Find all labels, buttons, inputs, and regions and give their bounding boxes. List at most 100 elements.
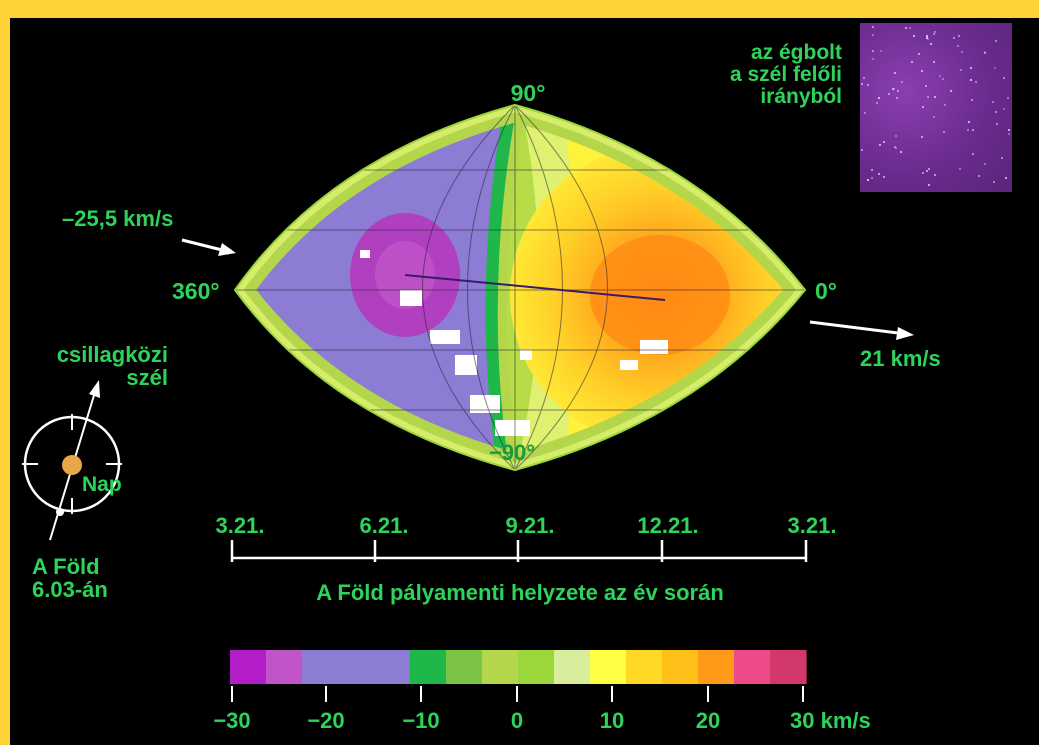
colorbar-swatch xyxy=(446,650,483,684)
star-dot xyxy=(926,170,928,172)
star-dot xyxy=(905,27,907,29)
star-dot xyxy=(876,102,878,104)
star-dot xyxy=(861,83,863,85)
velocity-sky-map xyxy=(233,103,807,472)
star-dot xyxy=(922,106,924,108)
star-dot xyxy=(957,45,959,47)
star-dot xyxy=(970,79,972,81)
star-dot xyxy=(995,40,997,42)
star-dot xyxy=(894,146,896,148)
star-dot xyxy=(867,179,869,181)
star-dot xyxy=(967,129,969,131)
star-dot xyxy=(861,149,863,151)
star-dot xyxy=(871,177,873,179)
star-dot xyxy=(895,135,897,137)
colorbar-tick-label: 10 xyxy=(599,708,625,733)
colorbar-swatch xyxy=(590,650,627,684)
map-top-label: 90° xyxy=(510,80,546,106)
star-dot xyxy=(975,81,977,83)
star-dot xyxy=(913,35,915,37)
star-dot xyxy=(911,61,913,63)
star-dot xyxy=(864,112,866,114)
star-dot xyxy=(996,123,998,125)
colorbar-swatch xyxy=(518,650,555,684)
star-dot xyxy=(878,97,880,99)
star-dot xyxy=(880,50,882,52)
star-dot xyxy=(879,144,881,146)
star-dot xyxy=(1007,97,1009,99)
star-dot xyxy=(872,50,874,52)
star-dot xyxy=(961,51,963,53)
star-dot xyxy=(1008,133,1010,135)
star-dot xyxy=(933,61,935,63)
outgoing-speed-label: 21 km/s xyxy=(860,346,941,371)
star-dot xyxy=(878,173,880,175)
colorbar-swatch xyxy=(734,650,771,684)
colorbar-ticks xyxy=(231,686,804,702)
star-dot xyxy=(1003,77,1005,79)
star-dot xyxy=(934,31,936,33)
orbit-timeline xyxy=(230,540,808,562)
sky-inset-caption: az égbolt a szél felőli irányból xyxy=(700,42,842,108)
map-bottom-label: −90° xyxy=(488,440,536,465)
colorbar-tick-label: −30 xyxy=(213,708,251,733)
colorbar-swatch xyxy=(554,650,591,684)
earth-label-line-1: A Föld xyxy=(32,554,100,579)
earth-date-label: A Föld 6.03-án xyxy=(32,555,108,601)
timeline-tick-label: 12.21. xyxy=(637,513,699,538)
star-dot xyxy=(959,168,961,170)
colorbar-tick-label: 0 xyxy=(510,708,524,733)
star-dot xyxy=(939,75,941,77)
colorbar-swatch xyxy=(374,650,411,684)
colorbar-swatch xyxy=(698,650,735,684)
star-dot xyxy=(867,84,869,86)
timeline-tick-label: 6.21. xyxy=(359,513,409,538)
colorbar-tick-label: 30 km/s xyxy=(790,708,871,733)
map-left-label: 360° xyxy=(172,278,220,304)
colorbar-swatch xyxy=(266,650,303,684)
wind-label-line-2: szél xyxy=(126,365,168,390)
star-dot xyxy=(984,52,986,54)
sky-caption-line-3: irányból xyxy=(760,85,842,108)
timeline-tick-label: 3.21. xyxy=(215,513,265,538)
star-dot xyxy=(928,184,930,186)
star-dot xyxy=(972,153,974,155)
colorbar-swatch xyxy=(626,650,663,684)
star-dot xyxy=(894,72,896,74)
star-dot xyxy=(895,147,897,149)
star-dot xyxy=(933,33,935,35)
colorbar-swatch xyxy=(770,650,807,684)
star-dot xyxy=(1005,177,1007,179)
incoming-wind-arrow xyxy=(181,238,236,256)
star-dot xyxy=(921,136,923,138)
colorbar-swatch xyxy=(338,650,375,684)
sun-icon xyxy=(62,455,82,475)
star-dot xyxy=(970,67,972,69)
star-dot xyxy=(926,37,928,39)
outgoing-wind-arrow xyxy=(809,320,914,340)
star-dot xyxy=(927,96,929,98)
timeline-tick-label: 3.21. xyxy=(787,513,837,538)
star-dot xyxy=(918,53,920,55)
star-dot xyxy=(994,67,996,69)
star-dot xyxy=(944,104,946,106)
star-dot xyxy=(934,174,936,176)
star-dot xyxy=(888,93,890,95)
star-dot xyxy=(930,43,932,45)
star-dot xyxy=(863,77,865,79)
colorbar-tick-label: −20 xyxy=(307,708,345,733)
map-right-label: 0° xyxy=(815,278,837,304)
wind-label-line-1: csillagközi xyxy=(56,342,168,367)
interstellar-wind-label: csillagközi szél xyxy=(20,343,168,389)
sky-caption-line-1: az égbolt xyxy=(750,41,842,64)
star-dot xyxy=(1008,129,1010,131)
timeline-tick-label: 9.21. xyxy=(505,513,555,538)
star-dot xyxy=(901,81,903,83)
sun-label: Nap xyxy=(82,473,122,496)
star-dot xyxy=(883,176,885,178)
star-dot xyxy=(1001,157,1003,159)
star-dot xyxy=(968,121,970,123)
colorbar-swatch xyxy=(482,650,519,684)
star-dot xyxy=(972,129,974,131)
star-dot xyxy=(900,151,902,153)
